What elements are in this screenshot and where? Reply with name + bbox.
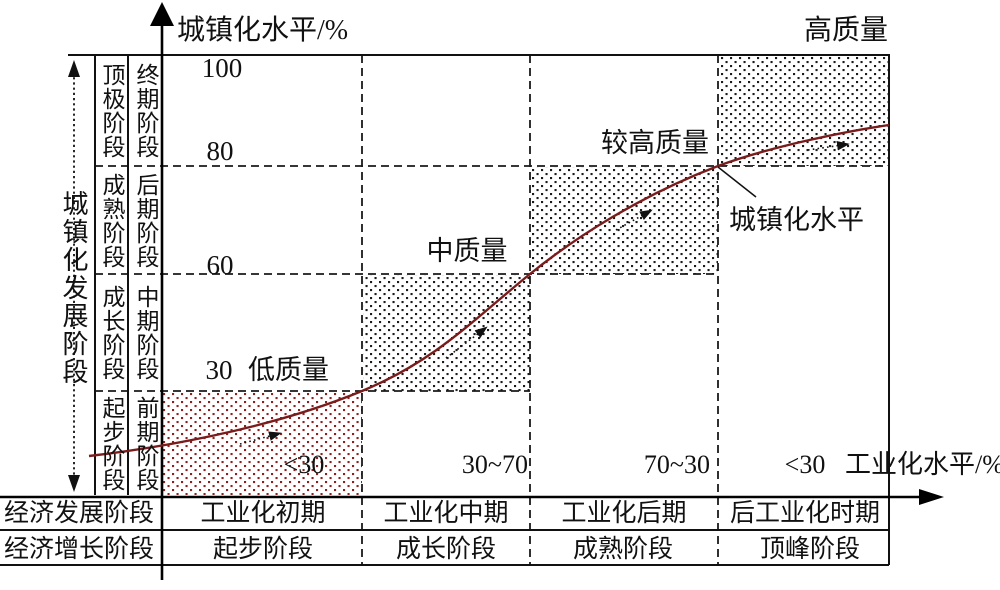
y-axis-arrowhead-icon [150,2,174,26]
trend-arrows [239,140,850,445]
stage-macro-2: 成熟阶段 [99,172,124,269]
quality-box-mid [363,275,530,392]
axes [0,2,944,580]
quality-box-low [163,392,362,495]
curve-callout-line [717,166,757,198]
table-row2-cell-1: 起步阶段 [212,536,314,563]
y-tick-60: 60 [206,250,234,280]
stage-period-4: 前期阶段 [133,395,158,492]
urbanization-curve [88,123,890,458]
table-row2-cell-4: 顶峰阶段 [759,536,861,563]
quality-label-higher: 较高质量 [601,128,709,158]
x-tick-3: 70~30 [643,450,710,479]
table-row1-cell-2: 工业化中期 [383,500,509,527]
y-tick-100: 100 [201,53,243,83]
quality-label-mid: 中质量 [426,236,508,266]
stage-period-1: 终期阶段 [133,63,158,159]
x-axis-title: 工业化水平/% [845,450,1000,479]
frame-lines [0,54,890,566]
y-tick-30: 30 [205,355,233,385]
quality-box-higher [531,167,718,274]
table-row2-cell-2: 成长阶段 [395,536,497,563]
stage-macro-4: 起步阶段 [99,395,124,492]
table-row2-cell-3: 成熟阶段 [572,536,674,563]
x-tick-4: <30 [784,450,826,479]
quality-label-high: 高质量 [803,15,888,46]
table-row2-header: 经济增长阶段 [4,536,155,563]
x-axis-arrowhead-icon [919,489,944,505]
quality-label-low: 低质量 [248,355,329,385]
quality-box-high [719,56,889,166]
stage-axis-double-arrow-icon [68,60,80,492]
curve-label: 城镇化水平 [729,205,864,235]
trend-arrow-higher-icon [615,209,653,231]
urbanization-stage-axis-label: 城镇化发展阶段 [59,190,88,386]
stage-macro-1: 顶极阶段 [99,63,124,159]
y-tick-80: 80 [206,136,234,166]
table-row1-cell-3: 工业化后期 [561,500,687,527]
stage-period-2: 后期阶段 [133,172,158,269]
x-tick-1: <30 [283,450,325,479]
table-row1-cell-4: 后工业化时期 [729,500,881,527]
stage-macro-3: 成长阶段 [99,285,124,381]
stage-period-3: 中期阶段 [133,285,158,381]
table-row1-cell-1: 工业化初期 [200,500,326,527]
trend-arrow-high-icon [807,140,850,151]
y-axis-title: 城镇化水平/% [177,15,349,46]
table-row1-header: 经济发展阶段 [4,500,155,527]
x-tick-2: 30~70 [461,450,528,479]
gridlines [95,55,889,565]
